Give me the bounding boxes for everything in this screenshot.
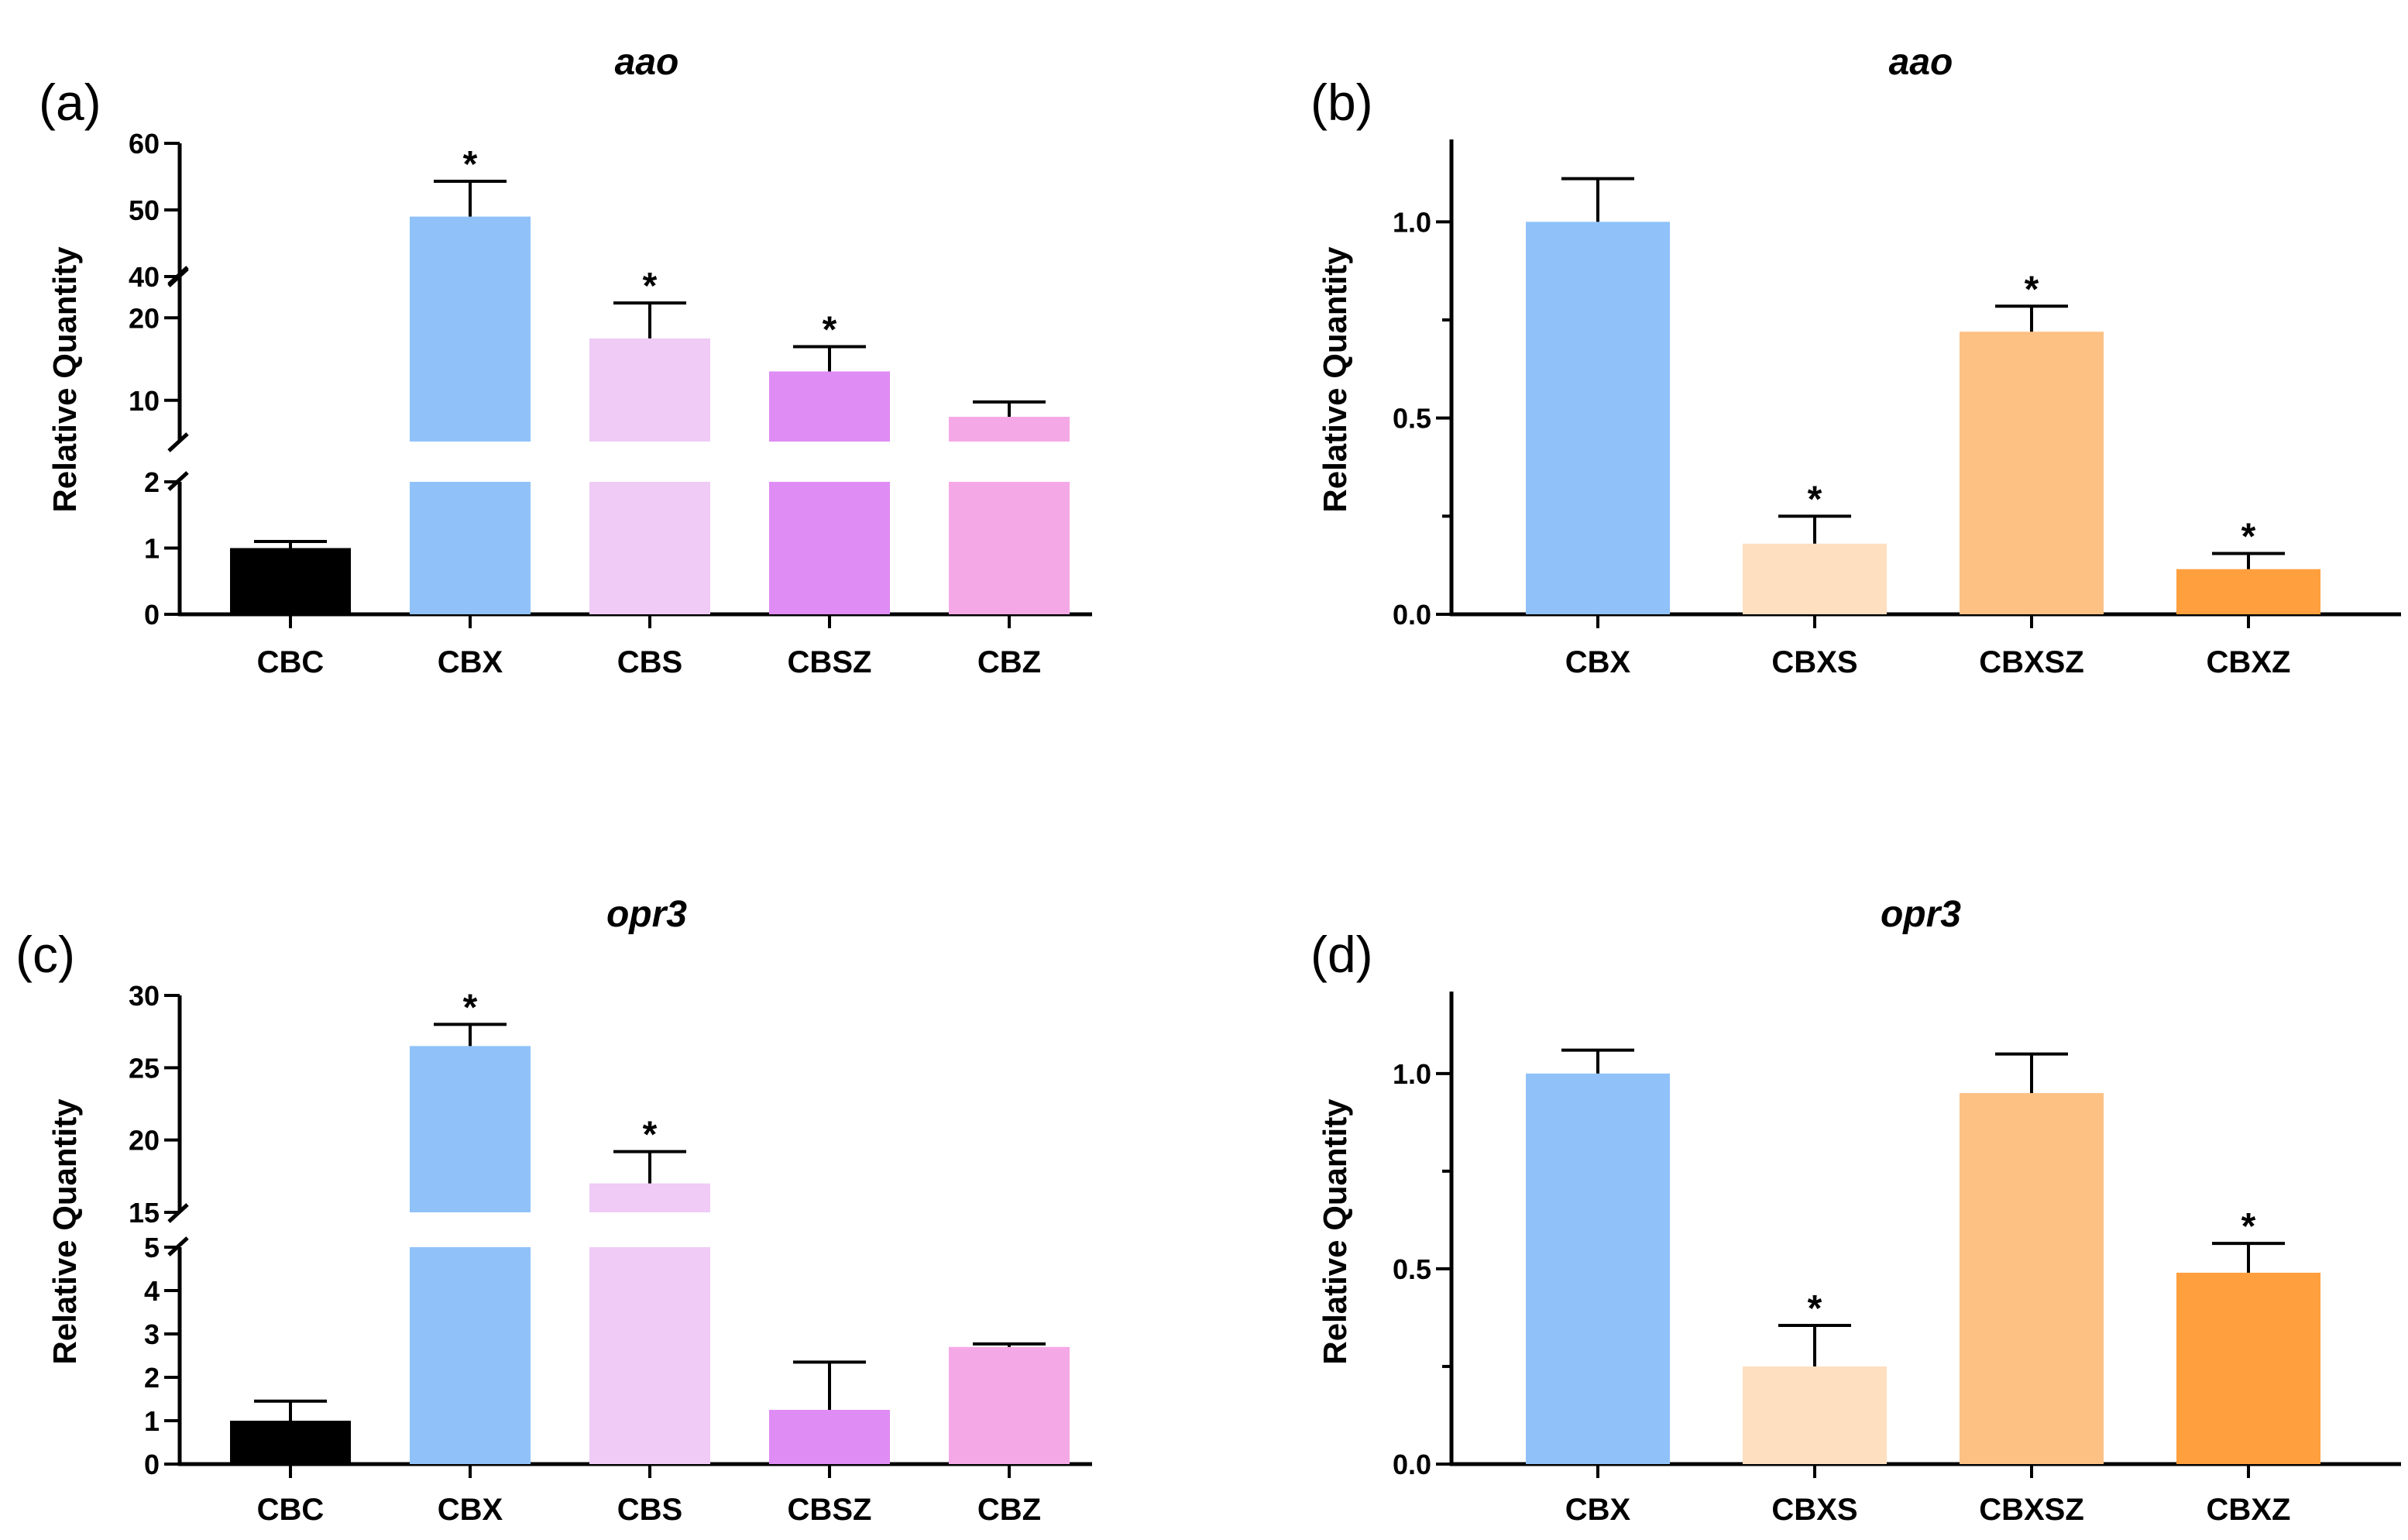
y-tick-label: 10 (129, 385, 160, 417)
x-tick-label: CBXSZ (1979, 1493, 2084, 1527)
x-tick-label: CBS (617, 1493, 682, 1527)
bar (2176, 569, 2320, 614)
y-tick-label: 0.0 (1393, 1449, 1431, 1480)
panel-a: (a) aao Relative Quantity 0 1 2 10 20 40 50 60 CBC *… (39, 42, 1092, 679)
y-tick-label: 1.0 (1393, 206, 1431, 238)
y-tick-label: 0.5 (1393, 403, 1431, 435)
bar (410, 277, 531, 442)
bar (410, 482, 531, 614)
y-tick-label: 0 (144, 599, 160, 631)
x-tick-label: CBZ (977, 1493, 1041, 1527)
x-tick-label: CBC (257, 645, 325, 679)
x-tick-label: CBC (257, 1493, 325, 1527)
panel-label: (d) (1310, 926, 1373, 983)
y-tick-label: 4 (144, 1275, 160, 1307)
x-tick-label: CBS (617, 645, 682, 679)
bar (410, 1046, 531, 1212)
y-tick-label: 1 (144, 533, 160, 565)
bar (769, 371, 890, 442)
significance-star: * (463, 987, 478, 1028)
significance-star: * (1808, 479, 1822, 520)
bar (1960, 332, 2104, 614)
panel-d: (d) opr3 Relative Quantity 0.0 0.5 1.0 CBX * CBX… (1310, 894, 2401, 1527)
bar (949, 1346, 1070, 1464)
y-tick-label: 50 (129, 194, 160, 226)
bar (230, 1421, 351, 1464)
bar (410, 1247, 531, 1464)
x-tick-label: CBX (438, 1493, 503, 1527)
chart-title: aao (615, 42, 679, 83)
y-axis-title: Relative Quantity (46, 246, 83, 513)
axis-break-mark (167, 471, 189, 491)
panel-b: (b) aao Relative Quantity 0.0 0.5 1.0 CBX * CBXS… (1310, 42, 2401, 679)
y-tick-label: 20 (129, 1125, 160, 1157)
y-tick-label: 40 (129, 261, 160, 293)
panel-label: (c) (15, 926, 75, 983)
significance-star: * (2241, 516, 2256, 557)
bar (949, 417, 1070, 442)
x-tick-label: CBXSZ (1979, 645, 2084, 679)
bar (1743, 1366, 1887, 1464)
y-tick-label: 3 (144, 1318, 160, 1350)
x-tick-label: CBX (1565, 645, 1631, 679)
bar (949, 482, 1070, 614)
y-axis-title: Relative Quantity (1317, 1098, 1353, 1365)
panel-label: (a) (39, 74, 101, 131)
bar (769, 482, 890, 614)
y-axis-title: Relative Quantity (1317, 246, 1353, 513)
y-tick-label: 2 (144, 466, 160, 498)
bar (769, 1410, 890, 1464)
y-tick-label: 5 (144, 1232, 160, 1263)
bar (589, 1183, 710, 1212)
x-tick-label: CBXS (1771, 645, 1857, 679)
significance-star: * (823, 310, 837, 351)
x-tick-label: CBXS (1771, 1493, 1857, 1527)
significance-star: * (2025, 269, 2039, 310)
y-tick-label: 25 (129, 1052, 160, 1084)
y-tick-label: 0.5 (1393, 1253, 1431, 1285)
bar (589, 482, 710, 614)
y-axis-title: Relative Quantity (46, 1098, 83, 1365)
bar (1960, 1093, 2104, 1464)
axis-break-mark (167, 1236, 189, 1256)
x-tick-label: CBSZ (788, 645, 872, 679)
axis-break-mark (167, 432, 189, 452)
y-tick-label: 0 (144, 1449, 160, 1480)
y-tick-label: 1.0 (1393, 1058, 1431, 1090)
y-tick-label: 0.0 (1393, 599, 1431, 631)
bar (1743, 543, 1887, 614)
bar (1526, 1073, 1670, 1464)
bar (230, 548, 351, 614)
axis-break-mark (167, 267, 189, 287)
x-tick-label: CBX (1565, 1493, 1631, 1527)
bar (1526, 222, 1670, 614)
bar (410, 216, 531, 277)
x-tick-label: CBZ (977, 645, 1041, 679)
panel-c: (c) opr3 Relative Quantity 0 1 2 3 4 515 20 25 30 CB… (15, 894, 1092, 1527)
chart-title: opr3 (606, 894, 687, 935)
y-tick-label: 30 (129, 980, 160, 1012)
x-tick-label: CBXZ (2207, 645, 2291, 679)
chart-title: aao (1889, 42, 1953, 83)
significance-star: * (1808, 1288, 1822, 1329)
bar (2176, 1272, 2320, 1464)
x-tick-label: CBSZ (788, 1493, 872, 1527)
panel-label: (b) (1310, 74, 1373, 131)
significance-star: * (463, 144, 478, 185)
significance-star: * (2241, 1206, 2256, 1247)
y-tick-label: 15 (129, 1197, 160, 1229)
x-tick-label: CBX (438, 645, 503, 679)
chart-title: opr3 (1881, 894, 1961, 935)
significance-star: * (643, 1115, 658, 1156)
y-tick-label: 60 (129, 128, 160, 160)
bar (589, 1247, 710, 1464)
y-tick-label: 2 (144, 1362, 160, 1394)
y-tick-label: 20 (129, 302, 160, 334)
bar (589, 338, 710, 442)
x-tick-label: CBXZ (2207, 1493, 2291, 1527)
significance-star: * (643, 266, 658, 307)
axis-break-mark (167, 1203, 189, 1223)
y-tick-label: 1 (144, 1405, 160, 1437)
